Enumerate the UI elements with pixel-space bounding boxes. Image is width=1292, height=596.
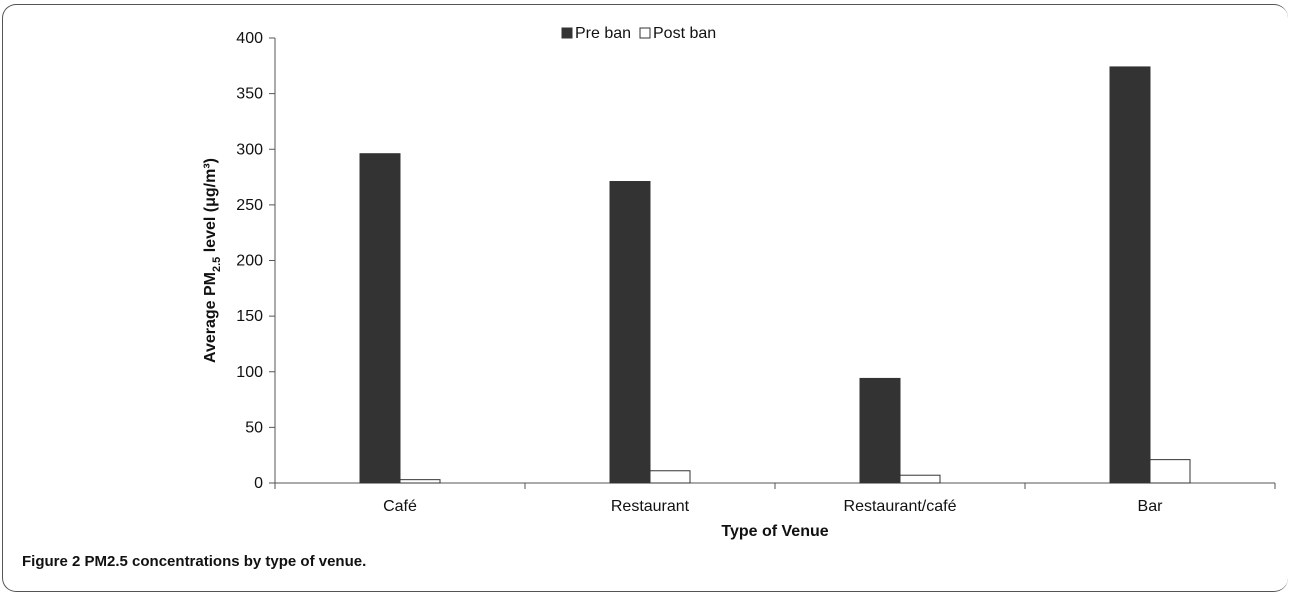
legend-swatch-pre-ban: [561, 27, 573, 39]
x-tick-label: Restaurant: [611, 498, 690, 515]
y-tick-label: 350: [236, 86, 263, 103]
x-tick-label: Bar: [1138, 498, 1164, 515]
x-tick-label: Restaurant/café: [844, 498, 957, 515]
y-tick-label: 200: [236, 253, 263, 270]
y-axis-title-prefix: Average PM: [202, 272, 219, 363]
bar-post-ban: [1149, 459, 1191, 484]
x-axis-title: Type of Venue: [721, 523, 828, 540]
y-axis: 0 50 100 150 200 250 300 350 400: [236, 30, 276, 492]
y-tick-label: 250: [236, 197, 263, 214]
y-axis-title: Average PM2.5 level (μg/m³): [202, 158, 223, 363]
y-tick-label: 0: [254, 475, 263, 492]
bar-pre-ban: [859, 377, 901, 484]
y-axis-title-suffix: level (μg/m³): [202, 158, 219, 257]
y-tick-label: 150: [236, 308, 263, 325]
figure-caption: Figure 2 PM2.5 concentrations by type of…: [22, 553, 366, 570]
bar-post-ban: [649, 470, 691, 484]
legend-swatch-post-ban: [639, 27, 651, 39]
figure-caption-text: PM2.5 concentrations by type of venue.: [84, 553, 367, 570]
y-tick-label: 50: [245, 419, 263, 436]
bar-pre-ban: [1109, 66, 1151, 484]
bars: [359, 66, 1191, 484]
y-tick-label: 300: [236, 141, 263, 158]
figure-caption-label: Figure 2: [22, 553, 81, 570]
y-axis-title-subscript: 2.5: [211, 257, 223, 272]
legend: Pre ban Post ban: [561, 25, 716, 42]
legend-label-pre-ban: Pre ban: [575, 25, 631, 42]
figure-frame: [2, 4, 1288, 592]
y-tick-label: 400: [236, 30, 263, 47]
x-tick-label: Café: [383, 498, 417, 515]
bar-pre-ban: [359, 153, 401, 484]
bar-post-ban: [399, 479, 441, 484]
legend-label-post-ban: Post ban: [653, 25, 716, 42]
bar-pre-ban: [609, 181, 651, 484]
x-axis: Café Restaurant Restaurant/café Bar: [274, 482, 1276, 515]
y-tick-label: 100: [236, 364, 263, 381]
bar-post-ban: [899, 474, 941, 484]
bar-chart: 0 50 100 150 200 250 300 350 400 Café Restaurant R…: [202, 25, 1276, 540]
